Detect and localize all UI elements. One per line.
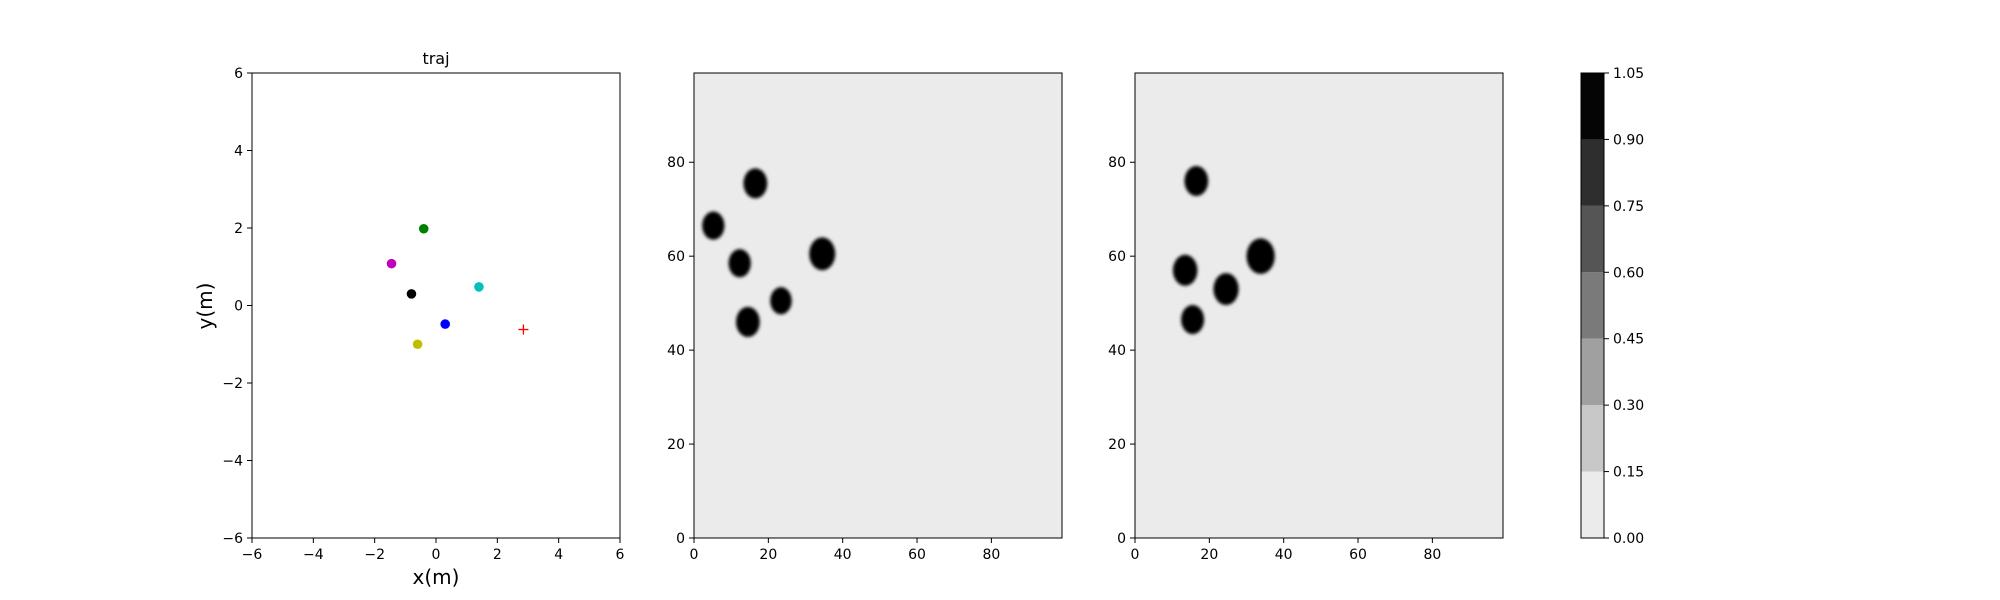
map-1-background: [694, 73, 1062, 538]
map1-x-tick-label: 60: [908, 547, 926, 563]
colorbar-ticks: 0.00 0.15 0.30 0.45 0.60 0.75 0.90 1.05: [1604, 66, 1644, 547]
map-2-blobs: [1172, 166, 1275, 335]
traj-y-tick-label: −6: [222, 531, 243, 547]
map2-y-tick-label: 60: [1108, 249, 1126, 265]
occupancy-map-2-panel: 0 20 40 60 80 0 20 40 60 80: [1108, 72, 1504, 563]
map1-x-tick-label: 0: [690, 547, 699, 563]
map2-y-tick-label: 40: [1108, 343, 1126, 359]
map2-x-tick-label: 80: [1423, 547, 1441, 563]
colorbar-frame: [1580, 72, 1605, 539]
traj-y-tick-label: 6: [234, 66, 243, 82]
map2-y-tick-label: 20: [1108, 437, 1126, 453]
traj-x-ticks: −6 −4 −2 0 2 4 6: [242, 538, 625, 563]
map2-blob: [1246, 238, 1275, 275]
traj-x-tick-label: −6: [242, 547, 263, 563]
map1-x-tick-label: 20: [759, 547, 777, 563]
map-2-y-ticks: 0 20 40 60 80: [1108, 155, 1135, 547]
map1-blob: [809, 237, 836, 271]
map2-x-tick-label: 60: [1349, 547, 1367, 563]
map2-blob: [1213, 273, 1239, 306]
map1-y-tick-label: 20: [667, 437, 685, 453]
traj-panel: traj −6 −4 −2 0 2 4 6 −6 −4 −2 0 2 4 6 x(m) y(m): [193, 49, 625, 589]
colorbar-tick-label: 1.05: [1613, 66, 1644, 82]
map1-x-tick-label: 40: [834, 547, 852, 563]
occupancy-map-1-panel: 0 20 40 60 80 0 20 40 60 80: [667, 72, 1063, 563]
traj-y-tick-label: 4: [234, 144, 243, 160]
traj-point: [386, 258, 397, 269]
map2-x-tick-label: 0: [1131, 547, 1140, 563]
colorbar-tick-label: 0.30: [1613, 398, 1644, 414]
traj-x-axis-label: x(m): [413, 565, 460, 589]
colorbar-tick-label: 0.00: [1613, 531, 1644, 547]
map-2-background: [1135, 73, 1503, 538]
map2-y-tick-label: 80: [1108, 155, 1126, 171]
colorbar-band: [1581, 471, 1604, 538]
colorbar-band: [1581, 272, 1604, 339]
map1-x-tick-label: 80: [982, 547, 1000, 563]
colorbar-band: [1581, 73, 1604, 140]
traj-point: [412, 339, 423, 350]
traj-point: [440, 319, 451, 329]
colorbar-band: [1581, 405, 1604, 472]
traj-goal-marker: [518, 324, 529, 335]
map2-blob: [1181, 305, 1205, 335]
map2-y-tick-label: 0: [1117, 531, 1126, 547]
map1-blob: [728, 249, 751, 278]
colorbar: 0.00 0.15 0.30 0.45 0.60 0.75 0.90 1.05: [1580, 66, 1644, 547]
traj-y-ticks: −6 −4 −2 0 2 4 6: [222, 66, 252, 547]
map1-y-tick-label: 80: [667, 155, 685, 171]
traj-point: [474, 282, 484, 292]
colorbar-tick-label: 0.90: [1613, 132, 1644, 148]
map1-blob: [702, 211, 725, 240]
map-1-frame: [693, 72, 1063, 539]
map-2-x-ticks: 0 20 40 60 80: [1131, 538, 1441, 563]
traj-y-tick-label: −2: [222, 376, 243, 392]
traj-plot-area: [251, 72, 621, 539]
colorbar-band: [1581, 338, 1604, 406]
map-1-y-ticks: 0 20 40 60 80: [667, 155, 694, 547]
colorbar-tick-label: 0.60: [1613, 265, 1644, 281]
traj-y-tick-label: −4: [222, 454, 243, 470]
traj-y-axis-label: y(m): [193, 283, 217, 330]
traj-x-tick-label: 6: [616, 547, 625, 563]
map2-x-tick-label: 40: [1275, 547, 1293, 563]
map2-x-tick-label: 20: [1200, 547, 1218, 563]
map-1-x-ticks: 0 20 40 60 80: [690, 538, 1000, 563]
map-2-frame: [1134, 72, 1504, 539]
traj-x-tick-label: −4: [303, 547, 324, 563]
traj-x-tick-label: 4: [554, 547, 563, 563]
map2-blob: [1172, 254, 1198, 286]
traj-x-tick-label: 2: [493, 547, 502, 563]
traj-point: [418, 223, 429, 234]
map1-blob: [736, 306, 760, 337]
map1-blob: [770, 287, 792, 315]
traj-x-tick-label: 0: [432, 547, 441, 563]
map1-y-tick-label: 60: [667, 249, 685, 265]
traj-title: traj: [422, 49, 449, 68]
colorbar-band: [1581, 205, 1604, 273]
traj-x-tick-label: −2: [364, 547, 385, 563]
traj-point: [406, 289, 417, 299]
colorbar-tick-label: 0.45: [1613, 332, 1644, 348]
traj-points: [386, 223, 529, 350]
map1-y-tick-label: 40: [667, 343, 685, 359]
colorbar-tick-label: 0.75: [1613, 199, 1644, 215]
colorbar-band: [1581, 139, 1604, 206]
map2-blob: [1184, 166, 1209, 197]
traj-y-tick-label: 2: [234, 221, 243, 237]
map1-y-tick-label: 0: [676, 531, 685, 547]
traj-y-tick-label: 0: [234, 299, 243, 315]
map1-blob: [743, 168, 768, 199]
map-1-blobs: [702, 168, 836, 337]
colorbar-bands: [1581, 73, 1604, 538]
colorbar-tick-label: 0.15: [1613, 465, 1644, 481]
